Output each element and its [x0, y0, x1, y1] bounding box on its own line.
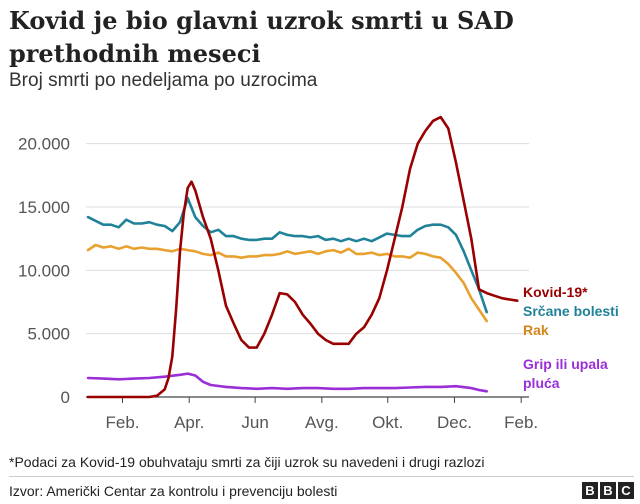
axes: 0 5.000 10.000 15.000 20.000 Feb. Apr. Jun Avg. O…	[18, 135, 538, 432]
gridlines	[86, 143, 529, 335]
series-line-3	[86, 372, 489, 393]
series-label-1: Srčane bolesti	[523, 303, 619, 319]
bbc-logo-letter-3: C	[618, 482, 634, 499]
x-tick-label: Apr.	[174, 413, 204, 432]
y-tick-label: 5.000	[27, 325, 70, 344]
series-lines	[86, 115, 519, 399]
x-tick-label: Feb.	[504, 413, 538, 432]
footer-divider	[9, 476, 634, 477]
chart-subtitle: Broj smrti po nedeljama po uzrocima	[9, 70, 318, 91]
x-tick-label: Avg.	[305, 413, 339, 432]
series-label-2: Rak	[523, 322, 549, 338]
bbc-logo-letter-1: B	[582, 482, 598, 499]
bbc-logo: B B C	[582, 482, 634, 499]
series-label-0: Kovid-19*	[523, 284, 588, 300]
series-label-3-line2: pluća	[523, 375, 560, 391]
line-chart: 0 5.000 10.000 15.000 20.000 Feb. Apr. Jun Avg. O…	[18, 115, 619, 432]
x-tick-label: Feb.	[105, 413, 139, 432]
chart-title: Kovid je bio glavni uzrok smrti u SAD pr…	[9, 6, 514, 68]
series-label-3: Grip ili upala	[523, 356, 608, 372]
bbc-logo-letter-2: B	[600, 482, 616, 499]
series-line-0	[86, 115, 519, 399]
series-line-1	[86, 196, 489, 314]
x-tick-label: Jun	[241, 413, 268, 432]
x-tick-label: Okt.	[372, 413, 403, 432]
y-tick-label: 15.000	[18, 198, 70, 217]
source-note: Izvor: Američki Centar za kontrolu i pre…	[9, 483, 338, 499]
series-labels: Kovid-19* Srčane bolesti Rak Grip ili upala…	[523, 284, 619, 391]
y-tick-label: 0	[61, 388, 70, 407]
x-tick-label: Dec.	[437, 413, 472, 432]
y-tick-label: 20.000	[18, 135, 70, 154]
footnote: *Podaci za Kovid-19 obuhvataju smrti za …	[9, 454, 485, 470]
series-line-2	[86, 243, 489, 323]
y-tick-label: 10.000	[18, 261, 70, 280]
